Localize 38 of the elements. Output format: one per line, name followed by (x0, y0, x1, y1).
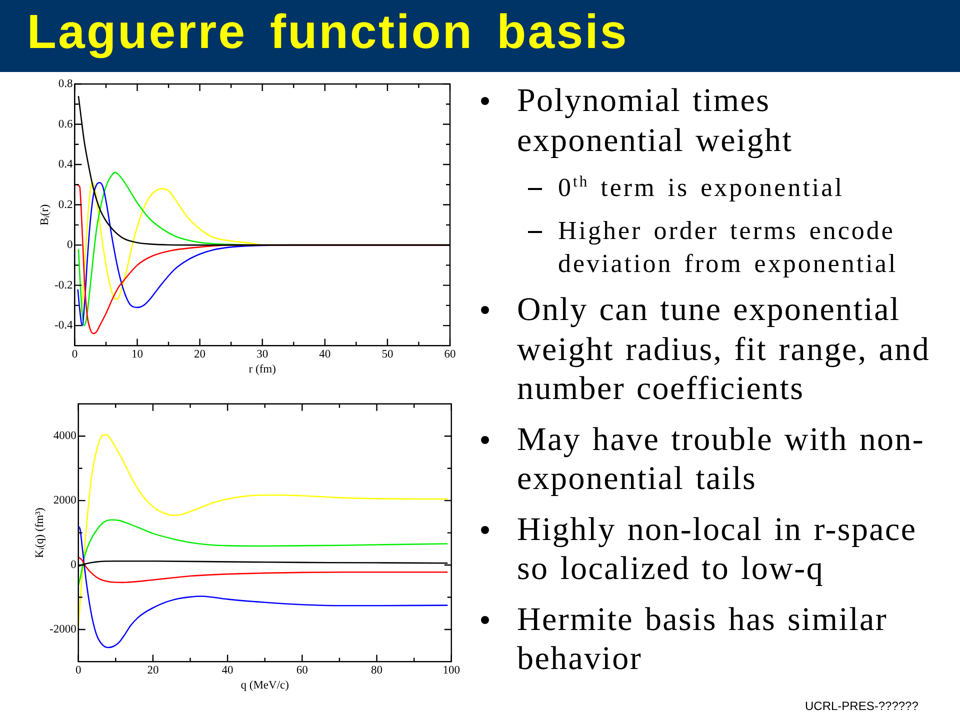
x-tick-label: 10 (132, 348, 144, 361)
text: Higher order terms encode deviation from exponential (558, 216, 898, 278)
y-tick-label: 0.6 (58, 118, 73, 130)
text: May have trouble with non-exponential tails (517, 422, 925, 497)
y-axis-title: Kᵢ(q) (fm³) (34, 507, 46, 558)
text: Hermite basis has similar behavior (517, 602, 888, 677)
x-tick-label: 40 (222, 664, 234, 677)
line-series (78, 556, 448, 584)
line-series (78, 519, 448, 587)
x-axis-title: q (MeV/c) (240, 679, 290, 692)
y-tick-label: -0.2 (54, 279, 73, 292)
text: UCRL-PRES-?????? (805, 699, 918, 713)
y-tick-label: -0.4 (54, 320, 73, 332)
y-tick-label: -2000 (49, 623, 77, 636)
y-tick-label: 0 (70, 559, 77, 572)
y-tick-label: 0 (66, 239, 73, 252)
text: 0$^{th}$ term is exponential (558, 173, 844, 202)
x-tick-label: 100 (442, 664, 460, 677)
text: Only can tune exponential weight radius, fit range, and number coefficients (517, 292, 930, 407)
text: Polynomial times exponential weight (517, 83, 793, 158)
line-series (78, 526, 448, 648)
x-tick-label: 50 (382, 348, 394, 361)
y-axis-title: Bᵢ(r) (38, 204, 51, 226)
x-axis-title: r (fm) (248, 363, 276, 376)
y-tick-label: 2000 (53, 494, 77, 507)
x-tick-label: 80 (371, 664, 383, 677)
y-tick-label: 4000 (53, 430, 77, 442)
x-tick-label: 30 (256, 348, 268, 361)
x-tick-label: 20 (147, 664, 159, 677)
text: Highly non-local in r-space so localized to low-q (517, 512, 917, 587)
y-tick-label: 0.8 (58, 78, 73, 90)
x-tick-label: 20 (194, 348, 206, 361)
y-tick-label: 0.4 (58, 158, 73, 171)
x-tick-label: 60 (296, 664, 308, 677)
x-tick-label: 60 (444, 348, 456, 361)
x-tick-label: 40 (319, 348, 331, 361)
y-tick-label: 0.2 (58, 198, 73, 211)
text: Laguerre function basis (27, 5, 629, 61)
